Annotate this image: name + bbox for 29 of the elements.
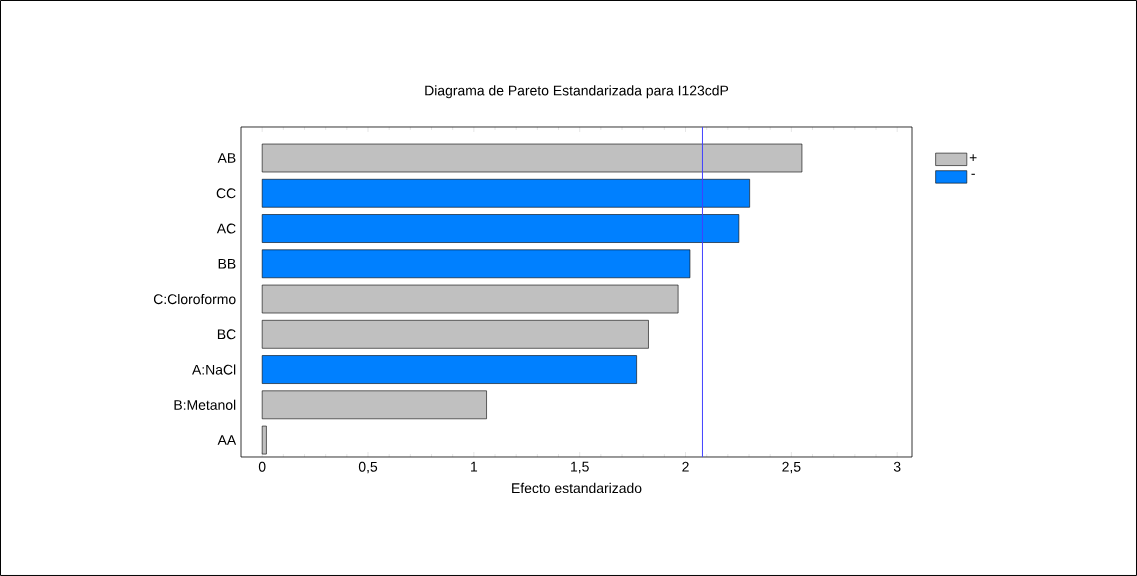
x-tick-label: 1,5 — [571, 461, 589, 474]
bar — [261, 143, 803, 173]
x-tick-label: 0 — [258, 461, 266, 472]
bar — [261, 355, 637, 384]
x-tick-label: 3 — [893, 461, 901, 472]
y-tick-label: B:Metanol — [174, 399, 236, 410]
legend-label: - — [971, 173, 975, 175]
chart-title: Diagrama de Pareto Estandarizada para I123cdP — [425, 85, 729, 99]
y-tick-label: CC — [216, 188, 236, 199]
legend-label: + — [969, 154, 977, 162]
y-tick-label: BC — [217, 329, 236, 340]
bar — [261, 320, 649, 349]
bar — [261, 284, 679, 314]
y-tick-label: AA — [217, 435, 237, 445]
x-tick-label: 2 — [682, 461, 689, 472]
x-tick-label: 1 — [471, 461, 478, 472]
x-tick-label: 2,5 — [782, 461, 801, 474]
bar — [261, 249, 691, 279]
y-tick-label: AB — [217, 153, 236, 163]
bar — [261, 425, 267, 455]
bar — [261, 214, 740, 243]
x-axis-title: Efecto estandarizado — [512, 482, 642, 494]
x-tick-label: 0,5 — [358, 461, 378, 474]
bar — [261, 390, 487, 420]
y-tick-label: BB — [218, 258, 236, 269]
bar — [261, 178, 750, 208]
y-tick-label: AC — [216, 223, 236, 234]
y-tick-label: A:NaCl — [192, 364, 236, 375]
y-tick-label: C:Cloroformo — [153, 293, 236, 305]
